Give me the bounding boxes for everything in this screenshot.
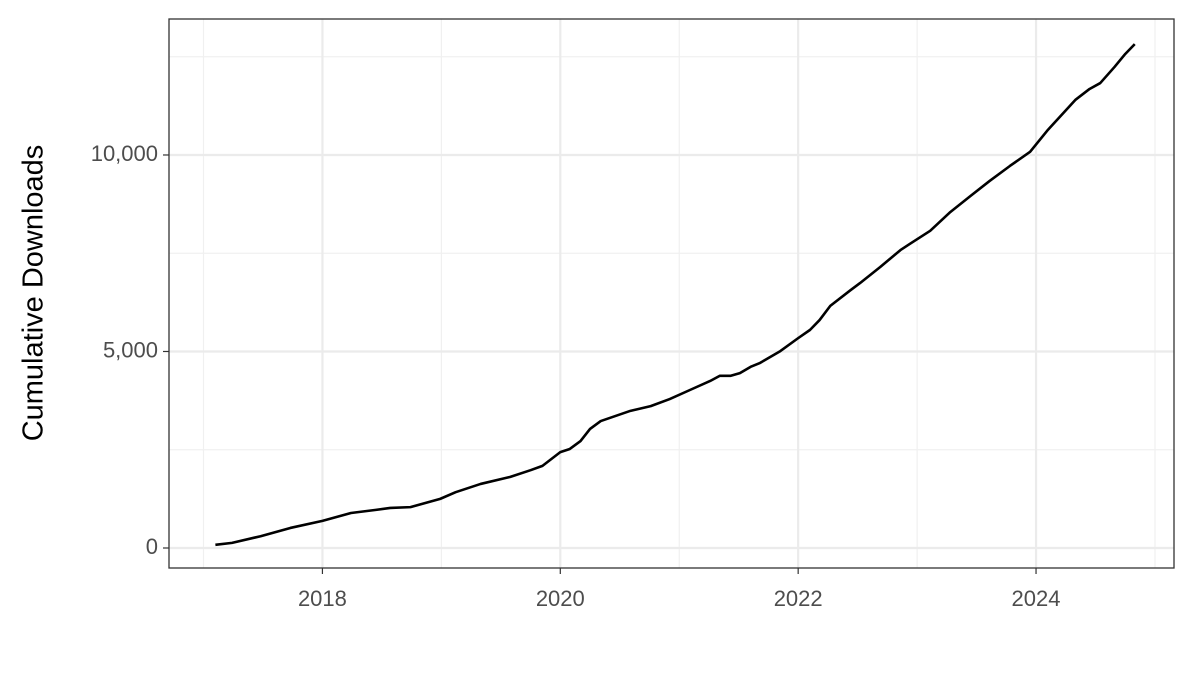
- x-tick-label: 2022: [774, 586, 823, 611]
- line-series: [215, 43, 1136, 547]
- x-tick-label: 2018: [298, 586, 347, 611]
- y-tick-label: 10,000: [91, 141, 158, 166]
- panel-border: [168, 18, 1175, 569]
- y-axis-label: Cumulative Downloads: [18, 145, 50, 442]
- y-tick-label: 5,000: [103, 337, 158, 362]
- x-tick-label: 2020: [536, 586, 585, 611]
- x-tick-label: 2024: [1012, 586, 1061, 611]
- y-tick-label: 0: [146, 534, 158, 559]
